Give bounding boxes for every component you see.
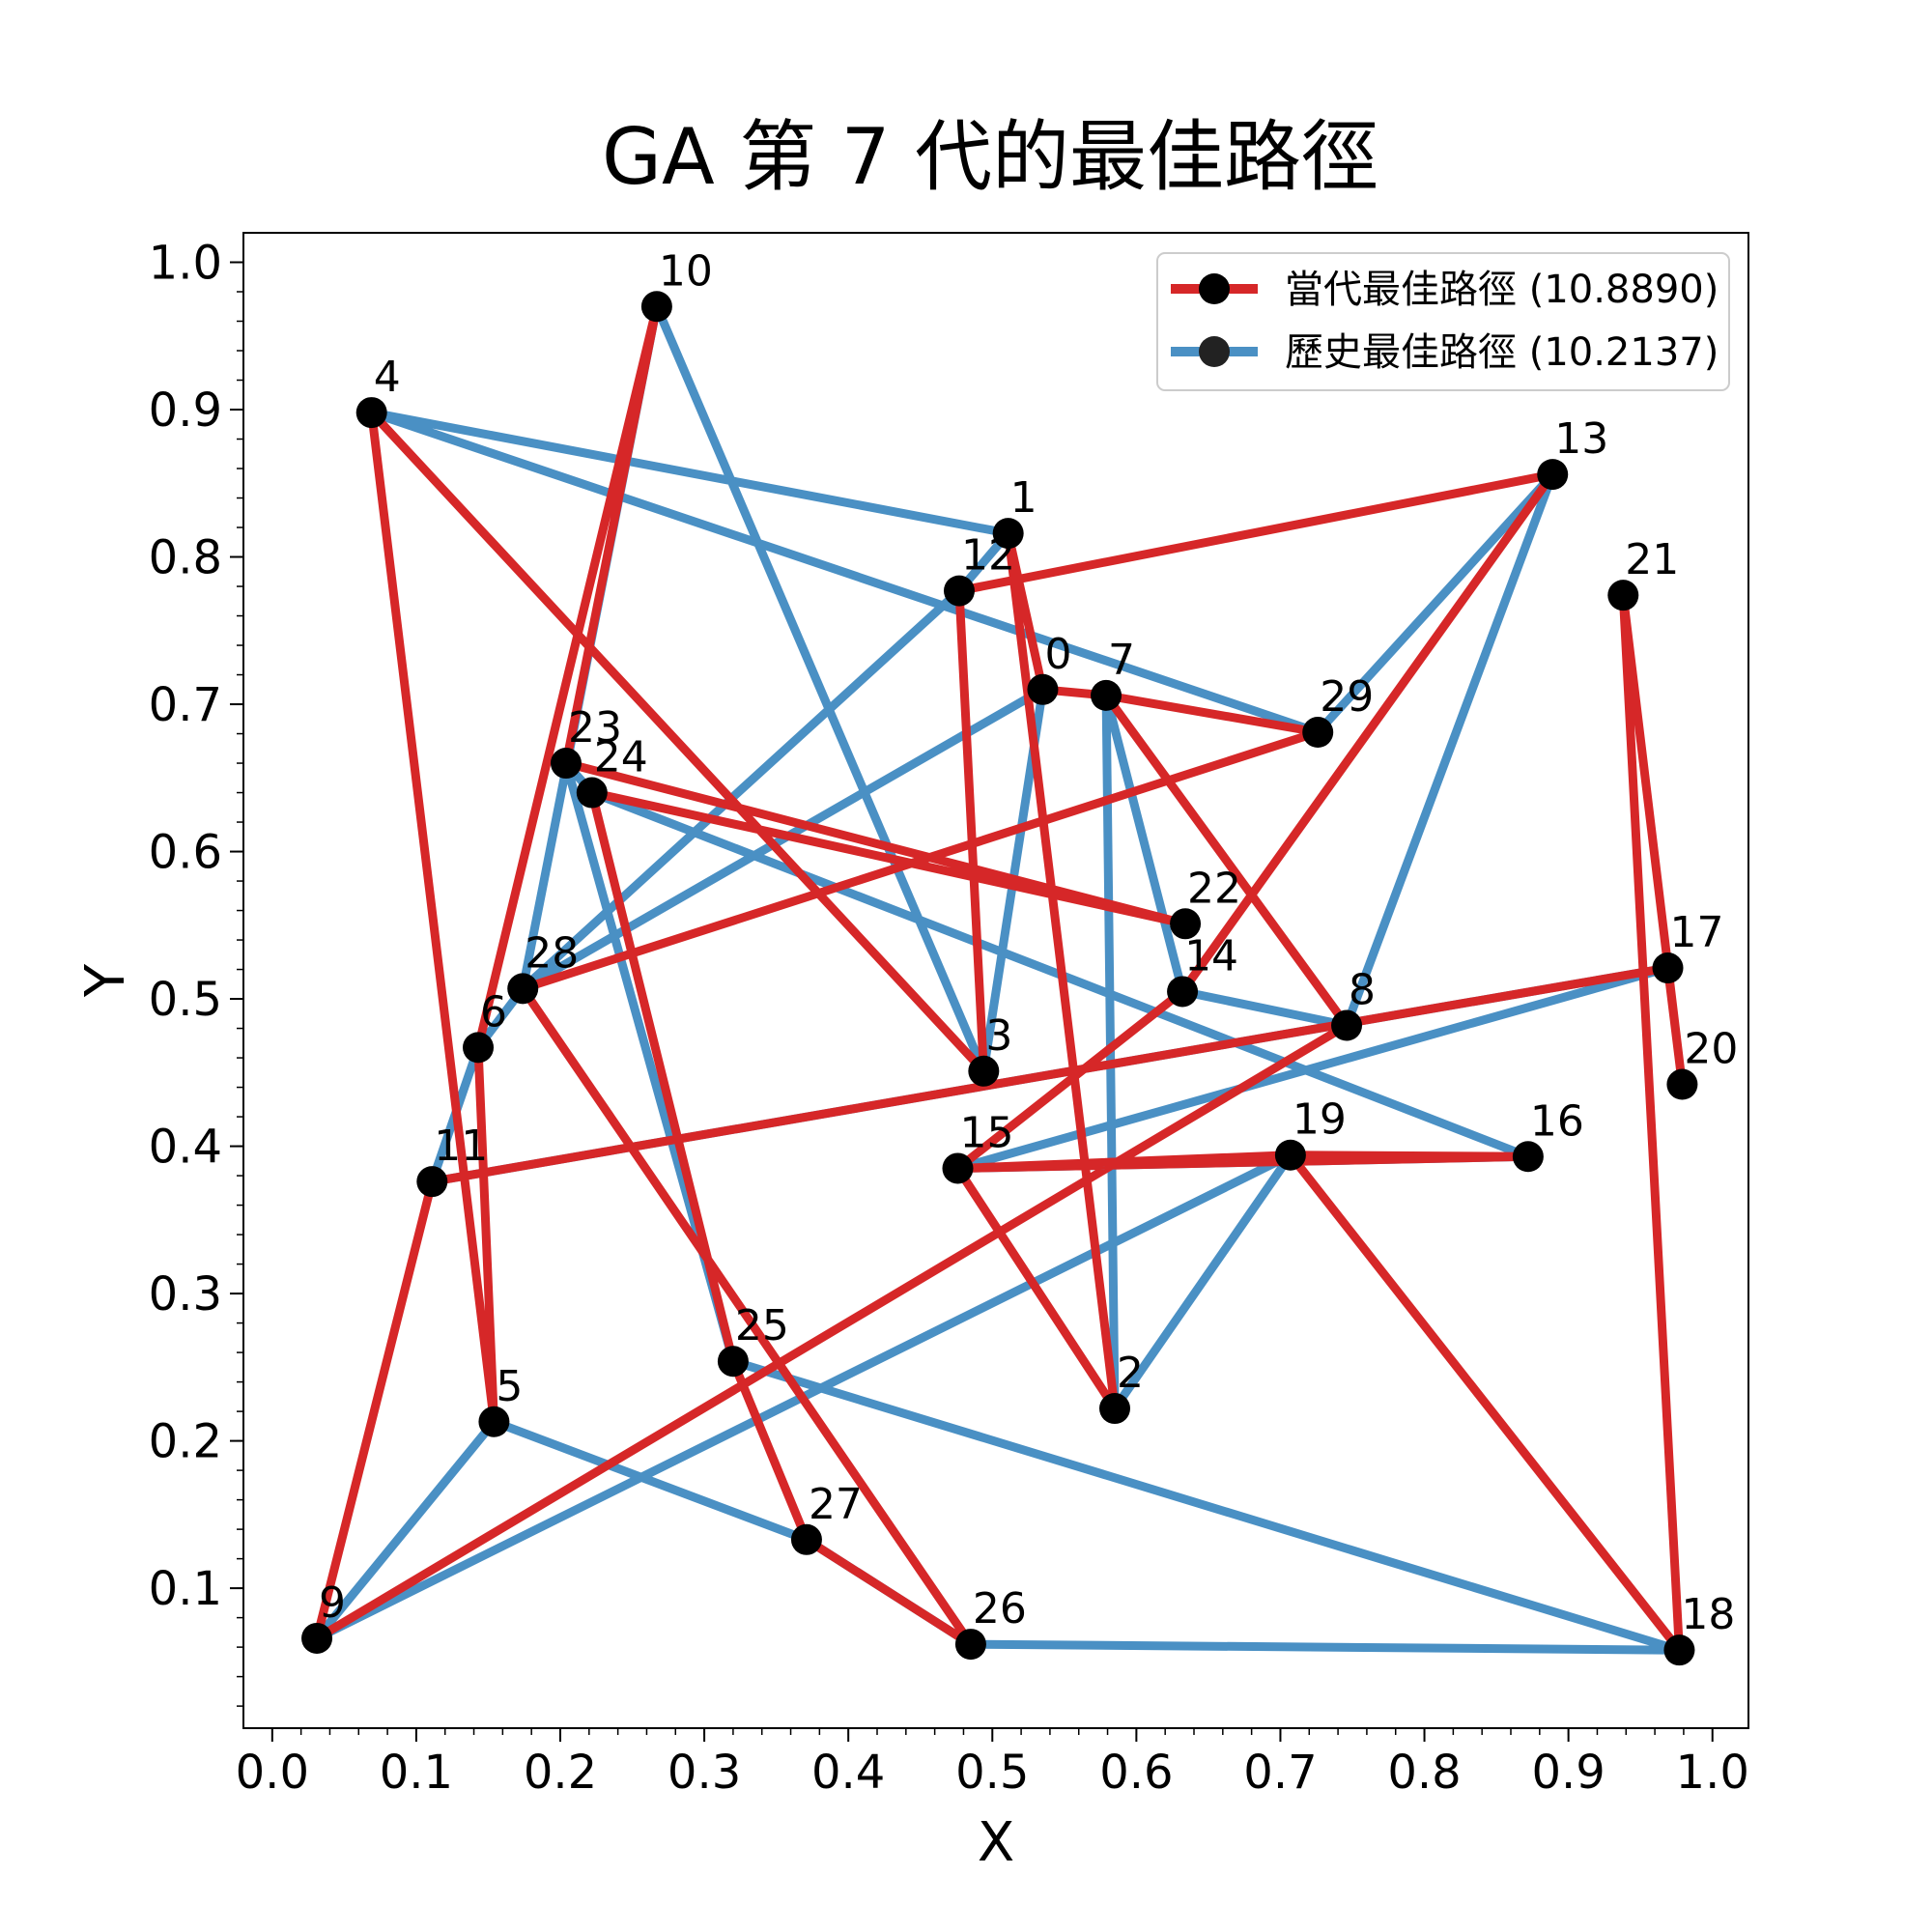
x-tick-label: 0.1 (380, 1746, 453, 1800)
city-label: 2 (1117, 1349, 1144, 1398)
x-tick-label: 0.2 (524, 1746, 597, 1800)
city-label: 25 (735, 1301, 789, 1350)
legend: 當代最佳路徑 (10.8890) 歷史最佳路徑 (10.2137) (1156, 252, 1730, 391)
city-point (507, 973, 539, 1005)
city-label: 28 (525, 928, 579, 978)
city-label: 17 (1670, 908, 1724, 957)
legend-label-current: 當代最佳路徑 (10.8890) (1285, 268, 1719, 312)
x-tick-label: 0.3 (668, 1746, 741, 1800)
city-label: 24 (594, 733, 648, 782)
city-point (355, 397, 387, 429)
city-label: 12 (961, 531, 1015, 581)
city-label: 8 (1349, 966, 1376, 1015)
city-label: 11 (434, 1122, 488, 1171)
legend-marker-current (1199, 273, 1230, 304)
x-tick-label: 0.0 (236, 1746, 309, 1800)
y-tick-label: 1.0 (149, 237, 222, 291)
city-point (1170, 908, 1202, 940)
city-point (301, 1622, 333, 1654)
city-label: 15 (959, 1108, 1013, 1157)
city-point (942, 1152, 974, 1184)
city-label: 18 (1681, 1590, 1735, 1639)
legend-label-history: 歷史最佳路徑 (10.2137) (1285, 330, 1719, 375)
city-point (1607, 580, 1639, 611)
city-label: 1 (1010, 473, 1037, 523)
city-point (1274, 1139, 1306, 1171)
y-tick-label: 0.5 (149, 973, 222, 1027)
y-tick-label: 0.3 (149, 1267, 222, 1321)
legend-marker-history (1199, 336, 1230, 367)
city-point (478, 1406, 510, 1437)
city-point (968, 1055, 1000, 1087)
city-point (1663, 1634, 1695, 1666)
y-axis-label: Y (74, 963, 137, 998)
city-point (992, 518, 1024, 550)
city-label: 19 (1293, 1095, 1347, 1145)
x-axis-label: X (978, 1811, 1014, 1874)
x-tick-label: 0.6 (1099, 1746, 1173, 1800)
city-label: 23 (568, 703, 622, 753)
city-label: 26 (973, 1584, 1027, 1634)
city-label: 14 (1184, 931, 1238, 980)
y-tick-label: 0.7 (149, 678, 222, 732)
city-point (943, 575, 975, 607)
city-label: 10 (659, 246, 713, 296)
city-label: 7 (1108, 636, 1135, 685)
city-point (1027, 673, 1059, 705)
city-point (954, 1629, 986, 1661)
y-tick-label: 0.2 (149, 1415, 222, 1469)
x-tick-label: 0.7 (1243, 1746, 1317, 1800)
x-tick-label: 0.4 (811, 1746, 885, 1800)
city-label: 0 (1044, 630, 1071, 679)
city-label: 4 (374, 353, 401, 402)
city-point (1167, 976, 1199, 1008)
city-point (640, 291, 672, 323)
x-tick-label: 1.0 (1676, 1746, 1749, 1800)
plot-frame (242, 232, 1749, 1729)
y-tick-label: 0.6 (149, 826, 222, 880)
y-tick-label: 0.1 (149, 1562, 222, 1616)
y-tick-label: 0.9 (149, 384, 222, 438)
city-label: 20 (1684, 1025, 1738, 1074)
city-point (1099, 1393, 1130, 1425)
city-label: 13 (1554, 414, 1608, 464)
city-point (717, 1346, 749, 1378)
city-label: 16 (1530, 1096, 1584, 1146)
city-label: 9 (319, 1578, 346, 1628)
city-label: 6 (480, 987, 507, 1037)
x-tick-label: 0.5 (955, 1746, 1029, 1800)
y-tick-label: 0.4 (149, 1121, 222, 1175)
city-label: 21 (1625, 535, 1679, 584)
y-axis-ticks: 0.1 0.2 0.3 0.4 0.5 0.6 0.7 0.8 0.9 1.0 (149, 237, 243, 1707)
city-point (790, 1523, 822, 1555)
city-point (1302, 717, 1334, 749)
city-point (550, 748, 582, 780)
legend-box (1156, 252, 1730, 391)
y-tick-label: 0.8 (149, 531, 222, 585)
city-label: 29 (1320, 672, 1374, 722)
chart-title: GA 第 7 代的最佳路徑 (602, 112, 1378, 202)
x-tick-label: 0.9 (1531, 1746, 1605, 1800)
city-point (1512, 1141, 1544, 1173)
x-axis-ticks: 0.0 0.1 0.2 0.3 0.4 0.5 0.6 0.7 0.8 0.9 1.0 (236, 1728, 1749, 1800)
city-point (1652, 952, 1684, 984)
city-point (1537, 459, 1569, 491)
city-point (1666, 1068, 1698, 1100)
city-point (576, 777, 608, 809)
city-label: 3 (985, 1011, 1012, 1061)
city-label: 5 (496, 1362, 523, 1411)
city-point (416, 1166, 448, 1198)
x-tick-label: 0.8 (1387, 1746, 1461, 1800)
city-point (1331, 1009, 1363, 1041)
city-label: 22 (1187, 864, 1241, 913)
city-point (463, 1032, 495, 1064)
city-label: 27 (809, 1480, 863, 1529)
city-point (1091, 679, 1122, 711)
